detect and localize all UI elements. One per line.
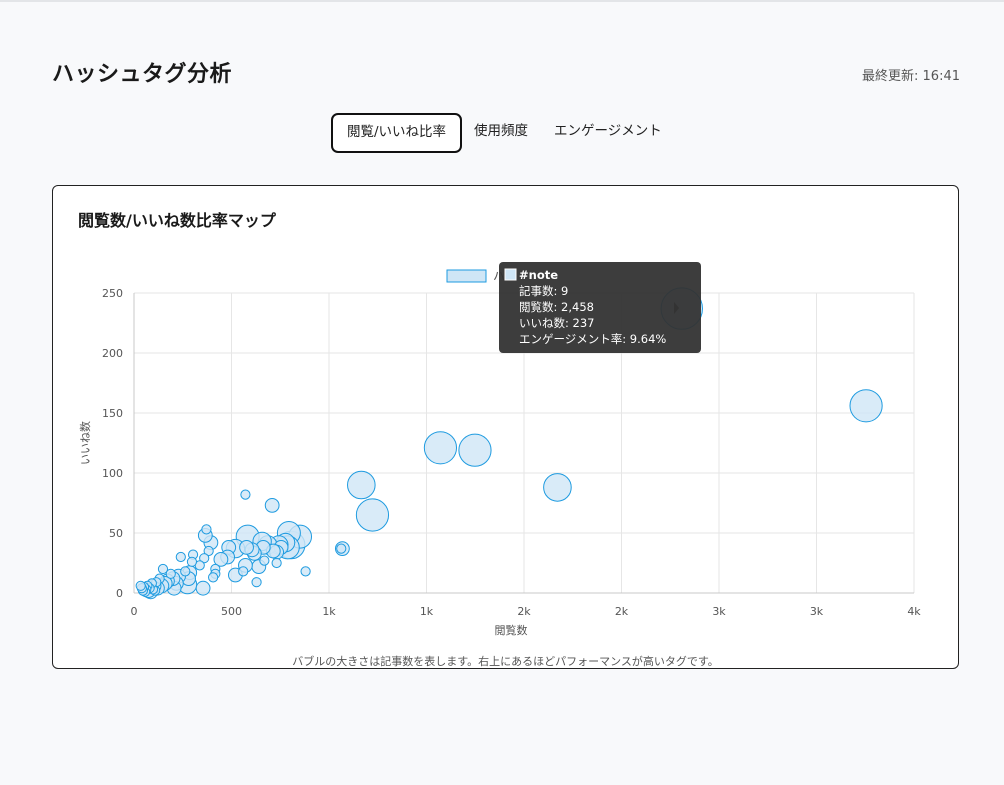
tooltip-caret (674, 302, 679, 314)
tab-view-like-ratio[interactable]: 閲覧/いいね比率 (331, 113, 463, 153)
bubble-point[interactable] (300, 566, 311, 577)
bubble-point[interactable] (264, 498, 280, 513)
bubble-point[interactable] (543, 473, 572, 502)
y-tick-label: 250 (102, 287, 123, 300)
bubble-point[interactable] (203, 545, 214, 557)
chart-caption: バブルの大きさは記事数を表します。右上にあるほどパフォーマンスが高いタグです。 (292, 655, 719, 668)
bubble-point[interactable] (240, 489, 251, 500)
tooltip-tag: #note (519, 268, 558, 282)
bubble-point[interactable] (336, 543, 347, 554)
x-tick-label: 3k (712, 605, 726, 618)
tooltip: #note 記事数: 9 閲覧数: 2,458 いいね数: 237 エンゲージメ… (499, 262, 701, 353)
tooltip-box (499, 262, 701, 353)
x-tick-label: 2k (615, 605, 629, 618)
bubble-point[interactable] (201, 524, 212, 535)
bubble-point[interactable] (213, 552, 229, 567)
bubble-point[interactable] (199, 553, 210, 564)
tooltip-line-articles: 記事数: 9 (519, 284, 568, 298)
bubble-point[interactable] (849, 389, 883, 423)
bubble-point[interactable] (423, 431, 458, 465)
tab-engagement[interactable]: エンゲージメント (554, 123, 662, 139)
chart-card: 閲覧数/いいね数比率マップ 0 500 1k 1k 2k 2k 3k 3k 4k 0 50 100 15… (52, 185, 959, 669)
x-tick-label: 0 (131, 605, 138, 618)
x-tick-label: 2k (517, 605, 531, 618)
bubble-point[interactable] (157, 563, 169, 575)
legend-swatch (446, 269, 487, 283)
y-tick-label: 150 (102, 407, 123, 420)
chart-title: 閲覧数/いいね数比率マップ (78, 211, 276, 230)
top-divider (0, 0, 1004, 2)
bubble-point[interactable] (355, 498, 390, 532)
chart-axes: 0 500 1k 1k 2k 2k 3k 3k 4k 0 50 100 150 200 250 (102, 287, 921, 618)
chart-legend[interactable]: ハ (446, 269, 505, 283)
tooltip-line-likes: いいね数: 237 (519, 316, 594, 330)
bubble-point[interactable] (271, 557, 282, 569)
tooltip-line-views: 閲覧数: 2,458 (519, 300, 594, 314)
tooltip-swatch (504, 268, 517, 281)
x-tick-label: 500 (221, 605, 242, 618)
last-updated-text: 最終更新: 16:41 (862, 69, 960, 84)
y-tick-label: 0 (116, 587, 123, 600)
tab-usage-frequency[interactable]: 使用頻度 (474, 123, 528, 139)
bubble-point[interactable] (251, 577, 262, 588)
bubble-point[interactable] (186, 556, 198, 567)
tooltip-line-engagement: エンゲージメント率: 9.64% (519, 332, 666, 346)
bubble-point[interactable] (175, 551, 186, 563)
bubble-point[interactable] (195, 580, 211, 596)
bubble-point[interactable] (259, 555, 270, 566)
y-tick-label: 100 (102, 467, 123, 480)
x-tick-label: 1k (322, 605, 336, 618)
x-tick-label: 1k (420, 605, 434, 618)
bubble-point[interactable] (347, 470, 376, 500)
bubble-point[interactable] (180, 566, 191, 577)
bubble-point[interactable] (208, 572, 219, 583)
bubble-point[interactable] (458, 433, 492, 467)
y-tick-label: 50 (109, 527, 123, 540)
x-axis-title: 閲覧数 (495, 623, 528, 637)
x-tick-label: 3k (810, 605, 824, 618)
bubble-point[interactable] (135, 580, 146, 591)
bubble-point[interactable] (239, 540, 254, 555)
page-title: ハッシュタグ分析 (52, 62, 233, 87)
page-header: ハッシュタグ分析 最終更新: 16:41 (52, 56, 960, 90)
bubble-point[interactable] (165, 568, 176, 579)
x-tick-label: 4k (907, 605, 921, 618)
bubble-point[interactable] (238, 566, 249, 577)
y-axis-title: いいね数 (79, 421, 92, 465)
y-tick-label: 200 (102, 347, 123, 360)
